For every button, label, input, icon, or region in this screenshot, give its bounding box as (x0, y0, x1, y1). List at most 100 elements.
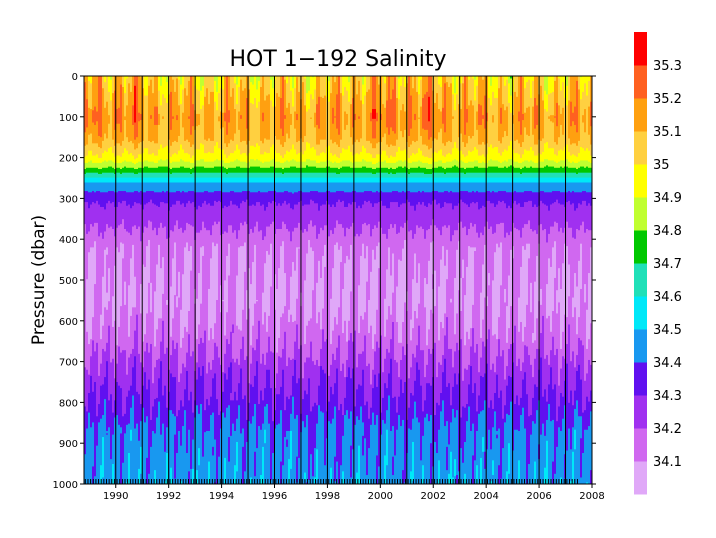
salinity-cell (476, 232, 479, 345)
salinity-cell (288, 161, 291, 169)
salinity-cell (152, 406, 155, 432)
salinity-cell (356, 389, 359, 417)
salinity-cell (242, 428, 245, 448)
salinity-cell (240, 203, 243, 224)
salinity-cell (392, 202, 395, 229)
salinity-cell (214, 145, 217, 162)
salinity-cell (450, 241, 453, 300)
salinity-cell (116, 415, 119, 484)
salinity-cell (466, 162, 469, 169)
salinity-cell (376, 76, 379, 114)
salinity-cell (192, 172, 195, 179)
salinity-cell (184, 140, 187, 154)
salinity-cell (306, 192, 309, 206)
salinity-cell (306, 111, 309, 143)
salinity-cell (456, 384, 459, 411)
salinity-cell (198, 232, 201, 274)
salinity-cell (224, 167, 227, 174)
salinity-cell (328, 191, 331, 206)
salinity-cell (380, 412, 383, 436)
salinity-cell (232, 161, 235, 169)
salinity-cell (160, 172, 163, 179)
salinity-cell (512, 123, 515, 151)
salinity-cell (472, 161, 475, 169)
salinity-cell (444, 145, 447, 158)
salinity-cell (540, 177, 543, 184)
salinity-cell (336, 162, 339, 169)
salinity-cell (106, 430, 109, 435)
salinity-cell (230, 177, 233, 184)
salinity-cell (260, 172, 263, 179)
salinity-cell (268, 226, 271, 256)
salinity-cell (560, 113, 563, 126)
salinity-cell (200, 247, 203, 305)
salinity-cell (84, 406, 87, 455)
salinity-cell (400, 160, 403, 168)
salinity-cell (340, 153, 343, 163)
salinity-cell (332, 192, 335, 206)
salinity-cell (266, 95, 269, 141)
salinity-cell (518, 203, 521, 231)
salinity-cell (288, 322, 291, 359)
salinity-cell (502, 172, 505, 179)
salinity-cell (146, 172, 149, 179)
salinity-cell (272, 159, 275, 168)
salinity-cell (216, 399, 219, 484)
salinity-cell (290, 468, 293, 484)
colorbar-swatch (634, 32, 647, 66)
salinity-cell (280, 98, 283, 130)
salinity-cell (360, 161, 363, 169)
salinity-cell (224, 280, 227, 337)
salinity-cell (388, 162, 391, 170)
salinity-cell (460, 109, 463, 135)
salinity-cell (534, 98, 537, 130)
salinity-cell (162, 172, 165, 179)
salinity-cell (352, 177, 355, 184)
salinity-cell (588, 273, 591, 340)
salinity-cell (116, 162, 119, 169)
salinity-cell (136, 182, 139, 192)
salinity-cell (408, 182, 411, 192)
salinity-cell (144, 204, 147, 228)
salinity-cell (100, 137, 103, 149)
salinity-cell (344, 415, 347, 484)
salinity-cell (430, 443, 433, 484)
salinity-cell (348, 203, 351, 230)
salinity-cell (454, 373, 457, 419)
salinity-cell (328, 421, 331, 484)
salinity-cell (490, 159, 493, 168)
salinity-cell (158, 318, 161, 360)
salinity-cell (262, 162, 265, 169)
salinity-cell (518, 230, 521, 299)
salinity-cell (168, 237, 171, 371)
salinity-cell (246, 224, 249, 291)
salinity-cell (398, 160, 401, 168)
salinity-cell (320, 161, 323, 169)
salinity-cell (378, 466, 381, 484)
salinity-cell (264, 210, 267, 237)
salinity-cell (252, 347, 255, 388)
salinity-cell (100, 232, 103, 316)
salinity-cell (494, 372, 497, 394)
salinity-cell (132, 162, 135, 169)
salinity-cell (162, 116, 165, 120)
salinity-cell (360, 182, 363, 193)
salinity-cell (490, 369, 493, 401)
salinity-cell (368, 448, 371, 481)
salinity-cell (304, 172, 307, 179)
salinity-cell (584, 232, 587, 285)
salinity-cell (160, 341, 163, 362)
salinity-cell (120, 173, 123, 179)
salinity-cell (540, 304, 543, 334)
salinity-cell (306, 394, 309, 416)
salinity-cell (438, 150, 441, 162)
salinity-cell (286, 177, 289, 184)
salinity-cell (384, 423, 387, 457)
salinity-cell (188, 167, 191, 174)
salinity-cell (222, 391, 225, 414)
salinity-cell (186, 242, 189, 333)
salinity-cell (484, 346, 487, 375)
salinity-cell (128, 182, 131, 193)
salinity-cell (418, 422, 421, 484)
